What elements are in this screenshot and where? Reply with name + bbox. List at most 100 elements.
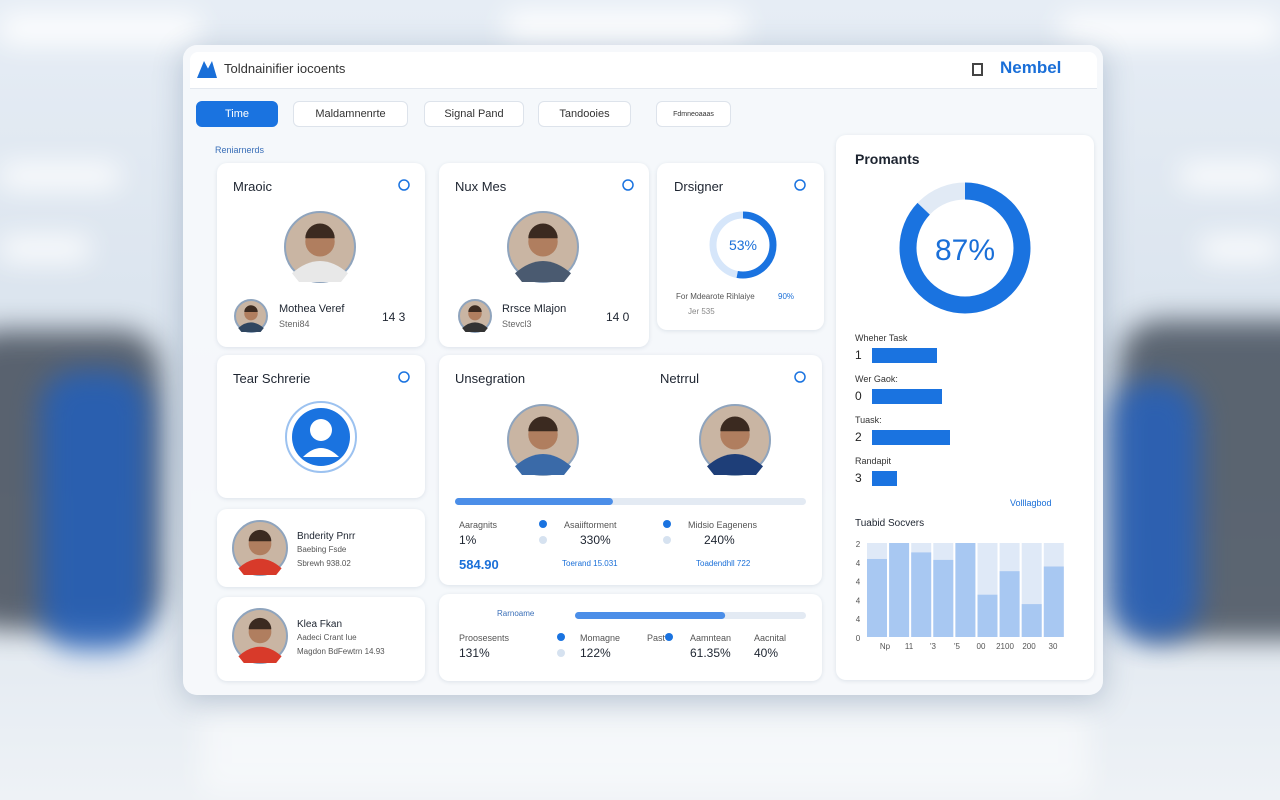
text: 584.90	[459, 557, 499, 572]
x-tick-label: 2100	[996, 642, 1014, 651]
text: Mothea Veref	[279, 303, 345, 315]
avatar-body	[238, 322, 264, 332]
avatar-hair	[305, 223, 335, 239]
text: Netrrul	[660, 371, 700, 386]
text: Nembel	[1000, 58, 1062, 77]
ceiling-light	[505, 12, 745, 42]
ceiling-light	[1180, 165, 1280, 187]
ring-value	[709, 211, 777, 279]
bar-label: Randapit	[855, 456, 892, 466]
nav-button[interactable]: Time	[196, 101, 278, 127]
floor-reflection	[200, 705, 1090, 795]
bar-label: Wer Gaok:	[855, 374, 898, 384]
text: 90%	[778, 292, 795, 301]
text: Aaragnits	[459, 520, 498, 530]
column	[1043, 566, 1064, 637]
text: Toerand 15.031	[562, 559, 618, 568]
profile-head	[310, 419, 332, 441]
column	[933, 559, 954, 637]
column	[867, 558, 887, 637]
x-tick-label: '5	[954, 642, 961, 651]
text: Proosesents	[459, 633, 510, 643]
progress-value	[575, 612, 726, 619]
avatar-hair	[528, 416, 558, 432]
nav-button[interactable]: Maldamnenrte	[293, 101, 408, 127]
donut-label: 87%	[935, 234, 995, 267]
avatar-body	[515, 261, 571, 282]
ceiling-light	[0, 165, 120, 187]
nav-button[interactable]: Fdmneoaaas	[656, 101, 731, 127]
stat-dot	[557, 633, 565, 641]
icon-square	[972, 63, 983, 76]
avatar-hair	[528, 223, 558, 239]
x-tick-label: '3	[930, 642, 937, 651]
y-tick-label: 4	[856, 578, 861, 587]
header-bar	[190, 52, 1097, 89]
y-tick-label: 4	[856, 596, 861, 605]
column	[977, 594, 998, 637]
nav-button[interactable]: Signal Pand	[424, 101, 524, 127]
text: 14 0	[606, 310, 630, 324]
text: Baebing Fsde	[297, 545, 347, 554]
ceiling-light	[0, 238, 90, 260]
text: Bnderity Pnrr	[297, 531, 356, 542]
card-icon	[794, 179, 806, 191]
garage-blur	[40, 370, 150, 650]
garage-blur	[1110, 380, 1200, 640]
text: 330%	[580, 533, 611, 547]
text: 240%	[704, 533, 735, 547]
avatar-body	[292, 261, 348, 282]
x-tick-label: 00	[977, 642, 986, 651]
x-tick-label: 11	[905, 642, 914, 651]
bar-num: 2	[855, 430, 862, 444]
text: Asaiiftorment	[564, 520, 617, 530]
progress-value	[455, 498, 613, 505]
bar-label: Tuask:	[855, 415, 882, 425]
text: Rarnoame	[497, 609, 535, 618]
stat-dot	[663, 536, 671, 544]
ceiling-light	[1200, 238, 1280, 260]
text: Stevcl3	[502, 319, 532, 329]
stat-dot	[539, 520, 547, 528]
bar	[872, 471, 897, 486]
text: Drsigner	[674, 179, 724, 194]
text: Toadendhll 722	[696, 559, 751, 568]
ceiling-light	[0, 15, 200, 43]
bar	[872, 348, 937, 363]
avatar-hair	[248, 529, 272, 542]
text: Volllagbod	[1010, 498, 1052, 508]
avatar-hair	[468, 305, 482, 312]
avatar-body	[462, 322, 488, 332]
y-tick-label: 4	[856, 559, 861, 568]
column	[999, 571, 1020, 637]
text: Aacnital	[754, 633, 787, 643]
avatar-body	[707, 454, 763, 475]
avatar-body	[238, 558, 282, 575]
card-icon	[622, 179, 634, 191]
avatar-body	[515, 454, 571, 475]
stat-dot	[539, 536, 547, 544]
card-icon	[794, 371, 806, 383]
card-icon	[398, 371, 410, 383]
column	[1021, 604, 1042, 637]
text: 40%	[754, 646, 779, 660]
text: Klea Fkan	[297, 619, 343, 630]
bar	[872, 430, 950, 445]
card-h	[439, 594, 822, 681]
y-tick-label: 0	[856, 634, 861, 643]
text: 14 3	[382, 310, 406, 324]
avatar-hair	[720, 416, 750, 432]
nav-button[interactable]: Tandooies	[538, 101, 631, 127]
card-icon	[398, 179, 410, 191]
text: Momagne	[580, 633, 621, 643]
text: Magdon BdFewtrn 14.93	[297, 647, 385, 656]
text: Reniarnerds	[215, 145, 265, 155]
text: Rrsce Mlajon	[502, 303, 567, 315]
y-tick-label: 4	[856, 615, 861, 624]
text: Midsio Eagenens	[688, 520, 758, 530]
text: Toldnainifier iocoents	[224, 61, 346, 76]
bar-num: 3	[855, 471, 862, 485]
text: Steni84	[279, 319, 310, 329]
